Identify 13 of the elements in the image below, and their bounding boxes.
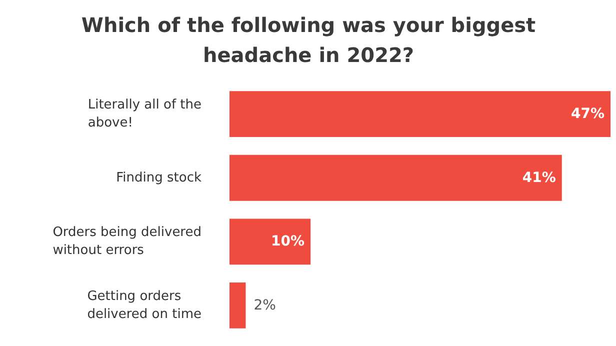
y-tick-label: Finding stock (116, 170, 202, 186)
bar (230, 282, 246, 328)
bar (230, 91, 610, 138)
chart-title: Which of the following was your biggest headache in 2022? (81, 13, 536, 68)
y-tick-label: Literally all of the above! (88, 98, 202, 131)
y-tick-label: Orders being delivered without errors (52, 225, 202, 258)
data-label: 41% (522, 170, 556, 186)
bar (230, 218, 311, 265)
data-label: 2% (254, 297, 276, 314)
bar (230, 154, 562, 201)
data-label: 10% (271, 234, 305, 250)
y-tick-label: Getting orders delivered on time (87, 288, 202, 322)
data-label: 47% (570, 106, 605, 122)
